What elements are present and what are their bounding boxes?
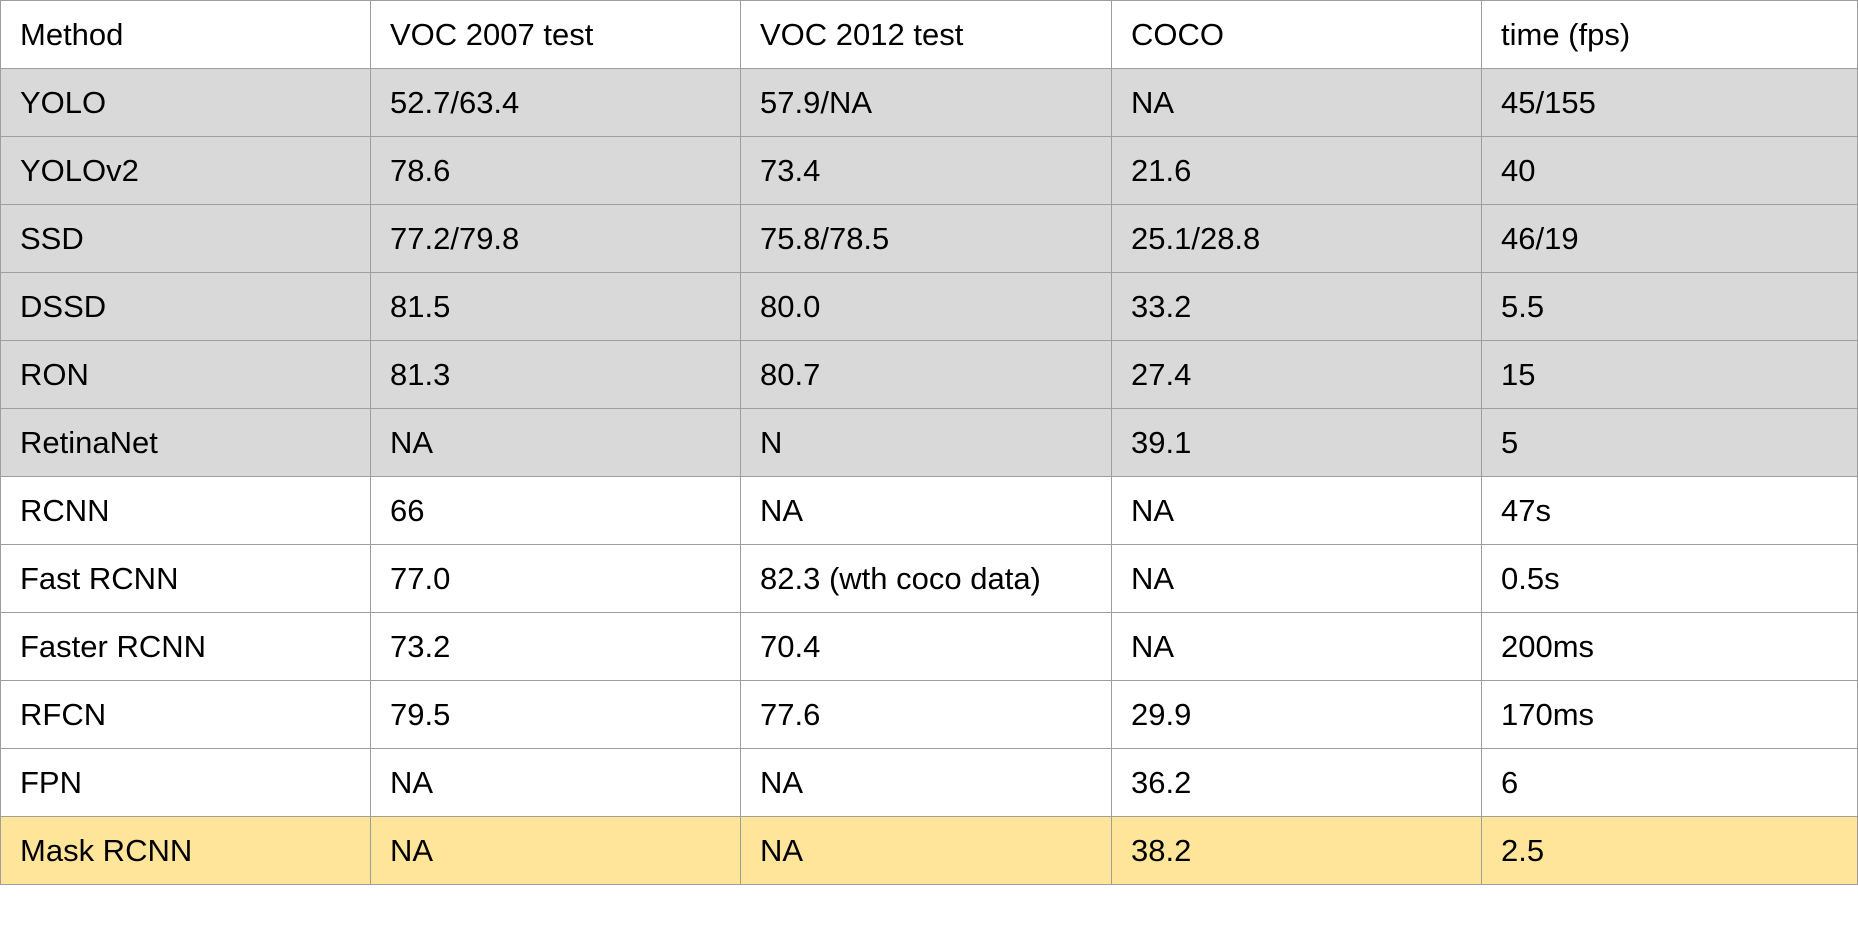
time-cell: 200ms [1481,612,1858,681]
time-cell: 15 [1481,340,1858,409]
results-table-body: Method VOC 2007 test VOC 2012 test COCO … [0,0,1858,885]
voc2007-cell: 81.5 [370,272,741,341]
coco-cell: 29.9 [1111,680,1482,749]
voc2012-cell: 57.9/NA [740,68,1112,137]
method-cell: DSSD [0,272,371,341]
table-row: YOLOv2 78.6 73.4 21.6 40 [0,136,1858,205]
time-cell: 46/19 [1481,204,1858,273]
header-row: Method VOC 2007 test VOC 2012 test COCO … [0,0,1858,69]
voc2007-cell: 52.7/63.4 [370,68,741,137]
table-row: RFCN 79.5 77.6 29.9 170ms [0,680,1858,749]
voc2012-cell: NA [740,816,1112,885]
time-cell: 40 [1481,136,1858,205]
table-row: RetinaNet NA N 39.1 5 [0,408,1858,477]
header-voc2012: VOC 2012 test [740,0,1112,69]
voc2012-cell: NA [740,476,1112,545]
voc2007-cell: 81.3 [370,340,741,409]
method-cell: YOLO [0,68,371,137]
time-cell: 5.5 [1481,272,1858,341]
method-cell: FPN [0,748,371,817]
voc2012-cell: 70.4 [740,612,1112,681]
table-row: YOLO 52.7/63.4 57.9/NA NA 45/155 [0,68,1858,137]
method-cell: RFCN [0,680,371,749]
time-cell: 5 [1481,408,1858,477]
voc2012-cell: 80.0 [740,272,1112,341]
voc2007-cell: 73.2 [370,612,741,681]
method-cell: RCNN [0,476,371,545]
coco-cell: NA [1111,612,1482,681]
voc2012-cell: 75.8/78.5 [740,204,1112,273]
coco-cell: NA [1111,476,1482,545]
voc2007-cell: NA [370,748,741,817]
method-cell: Mask RCNN [0,816,371,885]
coco-cell: 36.2 [1111,748,1482,817]
coco-cell: 21.6 [1111,136,1482,205]
time-cell: 0.5s [1481,544,1858,613]
table-row: Faster RCNN 73.2 70.4 NA 200ms [0,612,1858,681]
method-cell: SSD [0,204,371,273]
results-table: Method VOC 2007 test VOC 2012 test COCO … [0,0,1858,885]
header-method: Method [0,0,371,69]
table-row: Fast RCNN 77.0 82.3 (wth coco data) NA 0.5s [0,544,1858,613]
voc2012-cell: 82.3 (wth coco data) [740,544,1112,613]
table-row: Mask RCNN NA NA 38.2 2.5 [0,816,1858,885]
coco-cell: 25.1/28.8 [1111,204,1482,273]
header-time: time (fps) [1481,0,1858,69]
coco-cell: 39.1 [1111,408,1482,477]
coco-cell: 38.2 [1111,816,1482,885]
method-cell: YOLOv2 [0,136,371,205]
method-cell: RetinaNet [0,408,371,477]
header-voc2007: VOC 2007 test [370,0,741,69]
voc2007-cell: 66 [370,476,741,545]
voc2007-cell: 77.2/79.8 [370,204,741,273]
time-cell: 2.5 [1481,816,1858,885]
coco-cell: NA [1111,544,1482,613]
coco-cell: NA [1111,68,1482,137]
coco-cell: 27.4 [1111,340,1482,409]
voc2007-cell: 78.6 [370,136,741,205]
coco-cell: 33.2 [1111,272,1482,341]
voc2007-cell: NA [370,816,741,885]
time-cell: 6 [1481,748,1858,817]
table-row: SSD 77.2/79.8 75.8/78.5 25.1/28.8 46/19 [0,204,1858,273]
header-coco: COCO [1111,0,1482,69]
time-cell: 170ms [1481,680,1858,749]
voc2012-cell: N [740,408,1112,477]
time-cell: 47s [1481,476,1858,545]
voc2012-cell: 77.6 [740,680,1112,749]
method-cell: RON [0,340,371,409]
voc2012-cell: 73.4 [740,136,1112,205]
method-cell: Faster RCNN [0,612,371,681]
voc2012-cell: 80.7 [740,340,1112,409]
voc2007-cell: 79.5 [370,680,741,749]
table-row: DSSD 81.5 80.0 33.2 5.5 [0,272,1858,341]
voc2012-cell: NA [740,748,1112,817]
time-cell: 45/155 [1481,68,1858,137]
method-cell: Fast RCNN [0,544,371,613]
table-row: RCNN 66 NA NA 47s [0,476,1858,545]
table-row: RON 81.3 80.7 27.4 15 [0,340,1858,409]
voc2007-cell: NA [370,408,741,477]
voc2007-cell: 77.0 [370,544,741,613]
table-row: FPN NA NA 36.2 6 [0,748,1858,817]
